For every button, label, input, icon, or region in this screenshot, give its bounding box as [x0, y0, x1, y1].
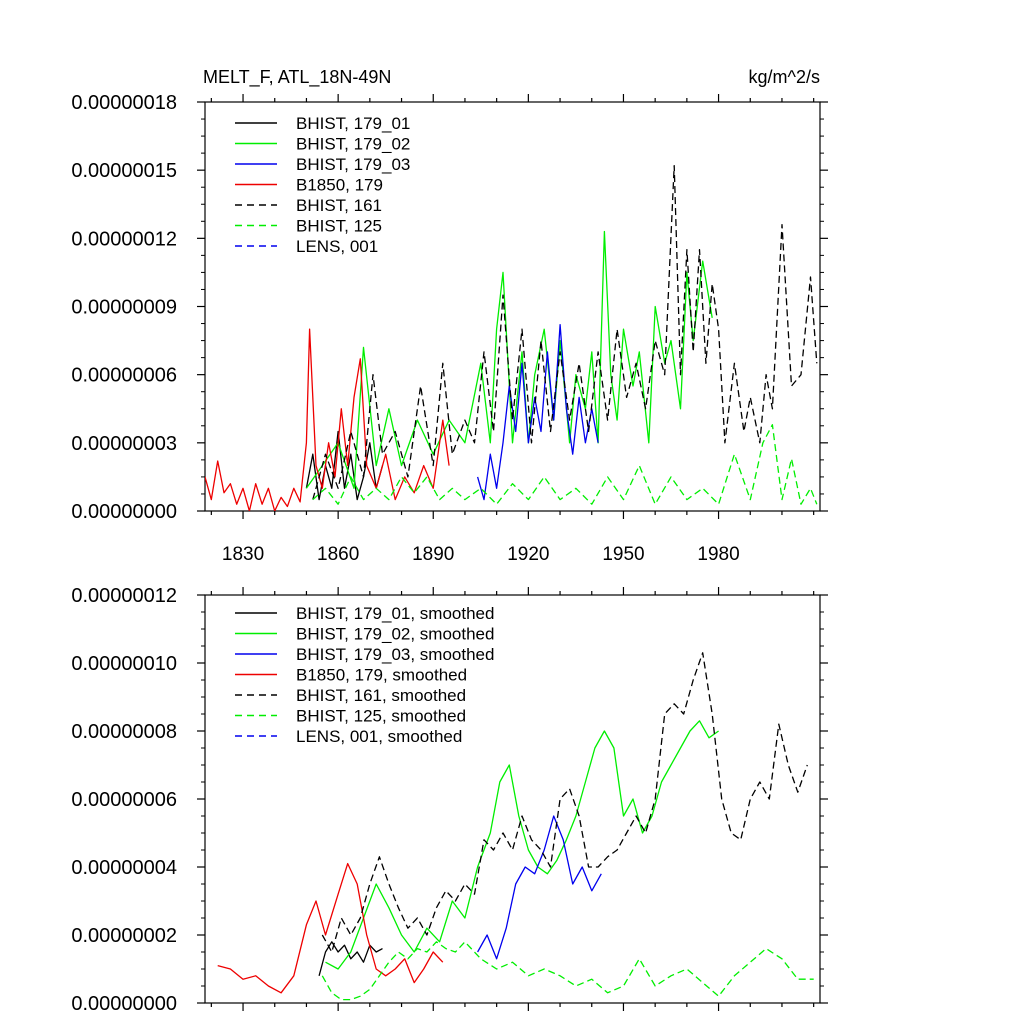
- top-series-line-4: [312, 164, 818, 500]
- top-legend-label: LENS, 001: [296, 237, 378, 256]
- top-series-line-2: [476, 324, 599, 501]
- bottom-series-line-2: [477, 815, 602, 960]
- top-legend-label: BHIST, 161: [296, 196, 382, 215]
- bottom-y-tick-label: 0.00000002: [71, 925, 177, 947]
- bottom-legend-label: B1850, 179, smoothed: [296, 666, 467, 685]
- top-y-tick-label: 0.00000009: [71, 297, 177, 319]
- top-x-tick-label: 1890: [412, 544, 454, 565]
- bottom-y-tick-label: 0.00000000: [71, 993, 177, 1015]
- top-legend-label: B1850, 179: [296, 176, 383, 195]
- top-legend-label: BHIST, 179_02: [296, 135, 410, 154]
- bottom-y-tick-label: 0.00000012: [71, 585, 177, 607]
- bottom-series-line-1: [325, 720, 719, 970]
- top-series-line-5: [312, 424, 818, 505]
- bottom-y-tick-label: 0.00000006: [71, 789, 177, 811]
- bottom-chart-panel: 0.00000000 0.00000002 0.00000004 0.00000006…: [71, 585, 828, 1015]
- bottom-y-tick-label: 0.00000008: [71, 721, 177, 743]
- bottom-series-line-5: [321, 941, 814, 1001]
- top-y-tick-label: 0.00000015: [71, 160, 177, 182]
- top-legend-label: BHIST, 125: [296, 217, 382, 236]
- bottom-legend-label: BHIST, 179_03, smoothed: [296, 645, 494, 664]
- top-y-tick-label: 0.00000012: [71, 228, 177, 250]
- bottom-legend-label: BHIST, 179_02, smoothed: [296, 625, 494, 644]
- bottom-legend-label: LENS, 001, smoothed: [296, 727, 462, 746]
- top-y-tick-label: 0.00000006: [71, 365, 177, 387]
- bottom-legend-label: BHIST, 179_01, smoothed: [296, 604, 494, 623]
- bottom-series-line-0: [318, 941, 383, 976]
- bottom-series-line-3: [217, 862, 444, 994]
- bottom-series-line-4: [321, 652, 808, 953]
- top-y-tick-label: 0.00000018: [71, 92, 177, 114]
- top-x-tick-label: 1920: [507, 544, 549, 565]
- top-series-line-3: [205, 328, 450, 511]
- bottom-y-tick-label: 0.00000010: [71, 653, 177, 675]
- top-legend-label: BHIST, 179_01: [296, 114, 410, 133]
- top-chart-units: kg/m^2/s: [749, 67, 820, 87]
- top-x-tick-label: 1830: [222, 544, 264, 565]
- top-series-line-1: [305, 230, 713, 489]
- top-chart-title: MELT_F, ATL_18N-49N: [203, 67, 391, 88]
- bottom-series-group: [217, 652, 814, 1001]
- top-y-tick-label: 0.00000000: [71, 501, 177, 523]
- bottom-y-tick-label: 0.00000004: [71, 857, 177, 879]
- bottom-legend-label: BHIST, 125, smoothed: [296, 707, 466, 726]
- top-legend-label: BHIST, 179_03: [296, 155, 410, 174]
- top-x-tick-label: 1860: [317, 544, 359, 565]
- top-series-group: [205, 164, 818, 511]
- top-chart-panel: 0.00000000 0.00000003 0.00000006 0.00000009…: [71, 92, 828, 565]
- top-x-tick-label: 1980: [697, 544, 739, 565]
- bottom-legend-label: BHIST, 161, smoothed: [296, 686, 466, 705]
- top-y-tick-label: 0.00000003: [71, 433, 177, 455]
- top-x-tick-label: 1950: [602, 544, 644, 565]
- top-series-line-0: [305, 430, 384, 501]
